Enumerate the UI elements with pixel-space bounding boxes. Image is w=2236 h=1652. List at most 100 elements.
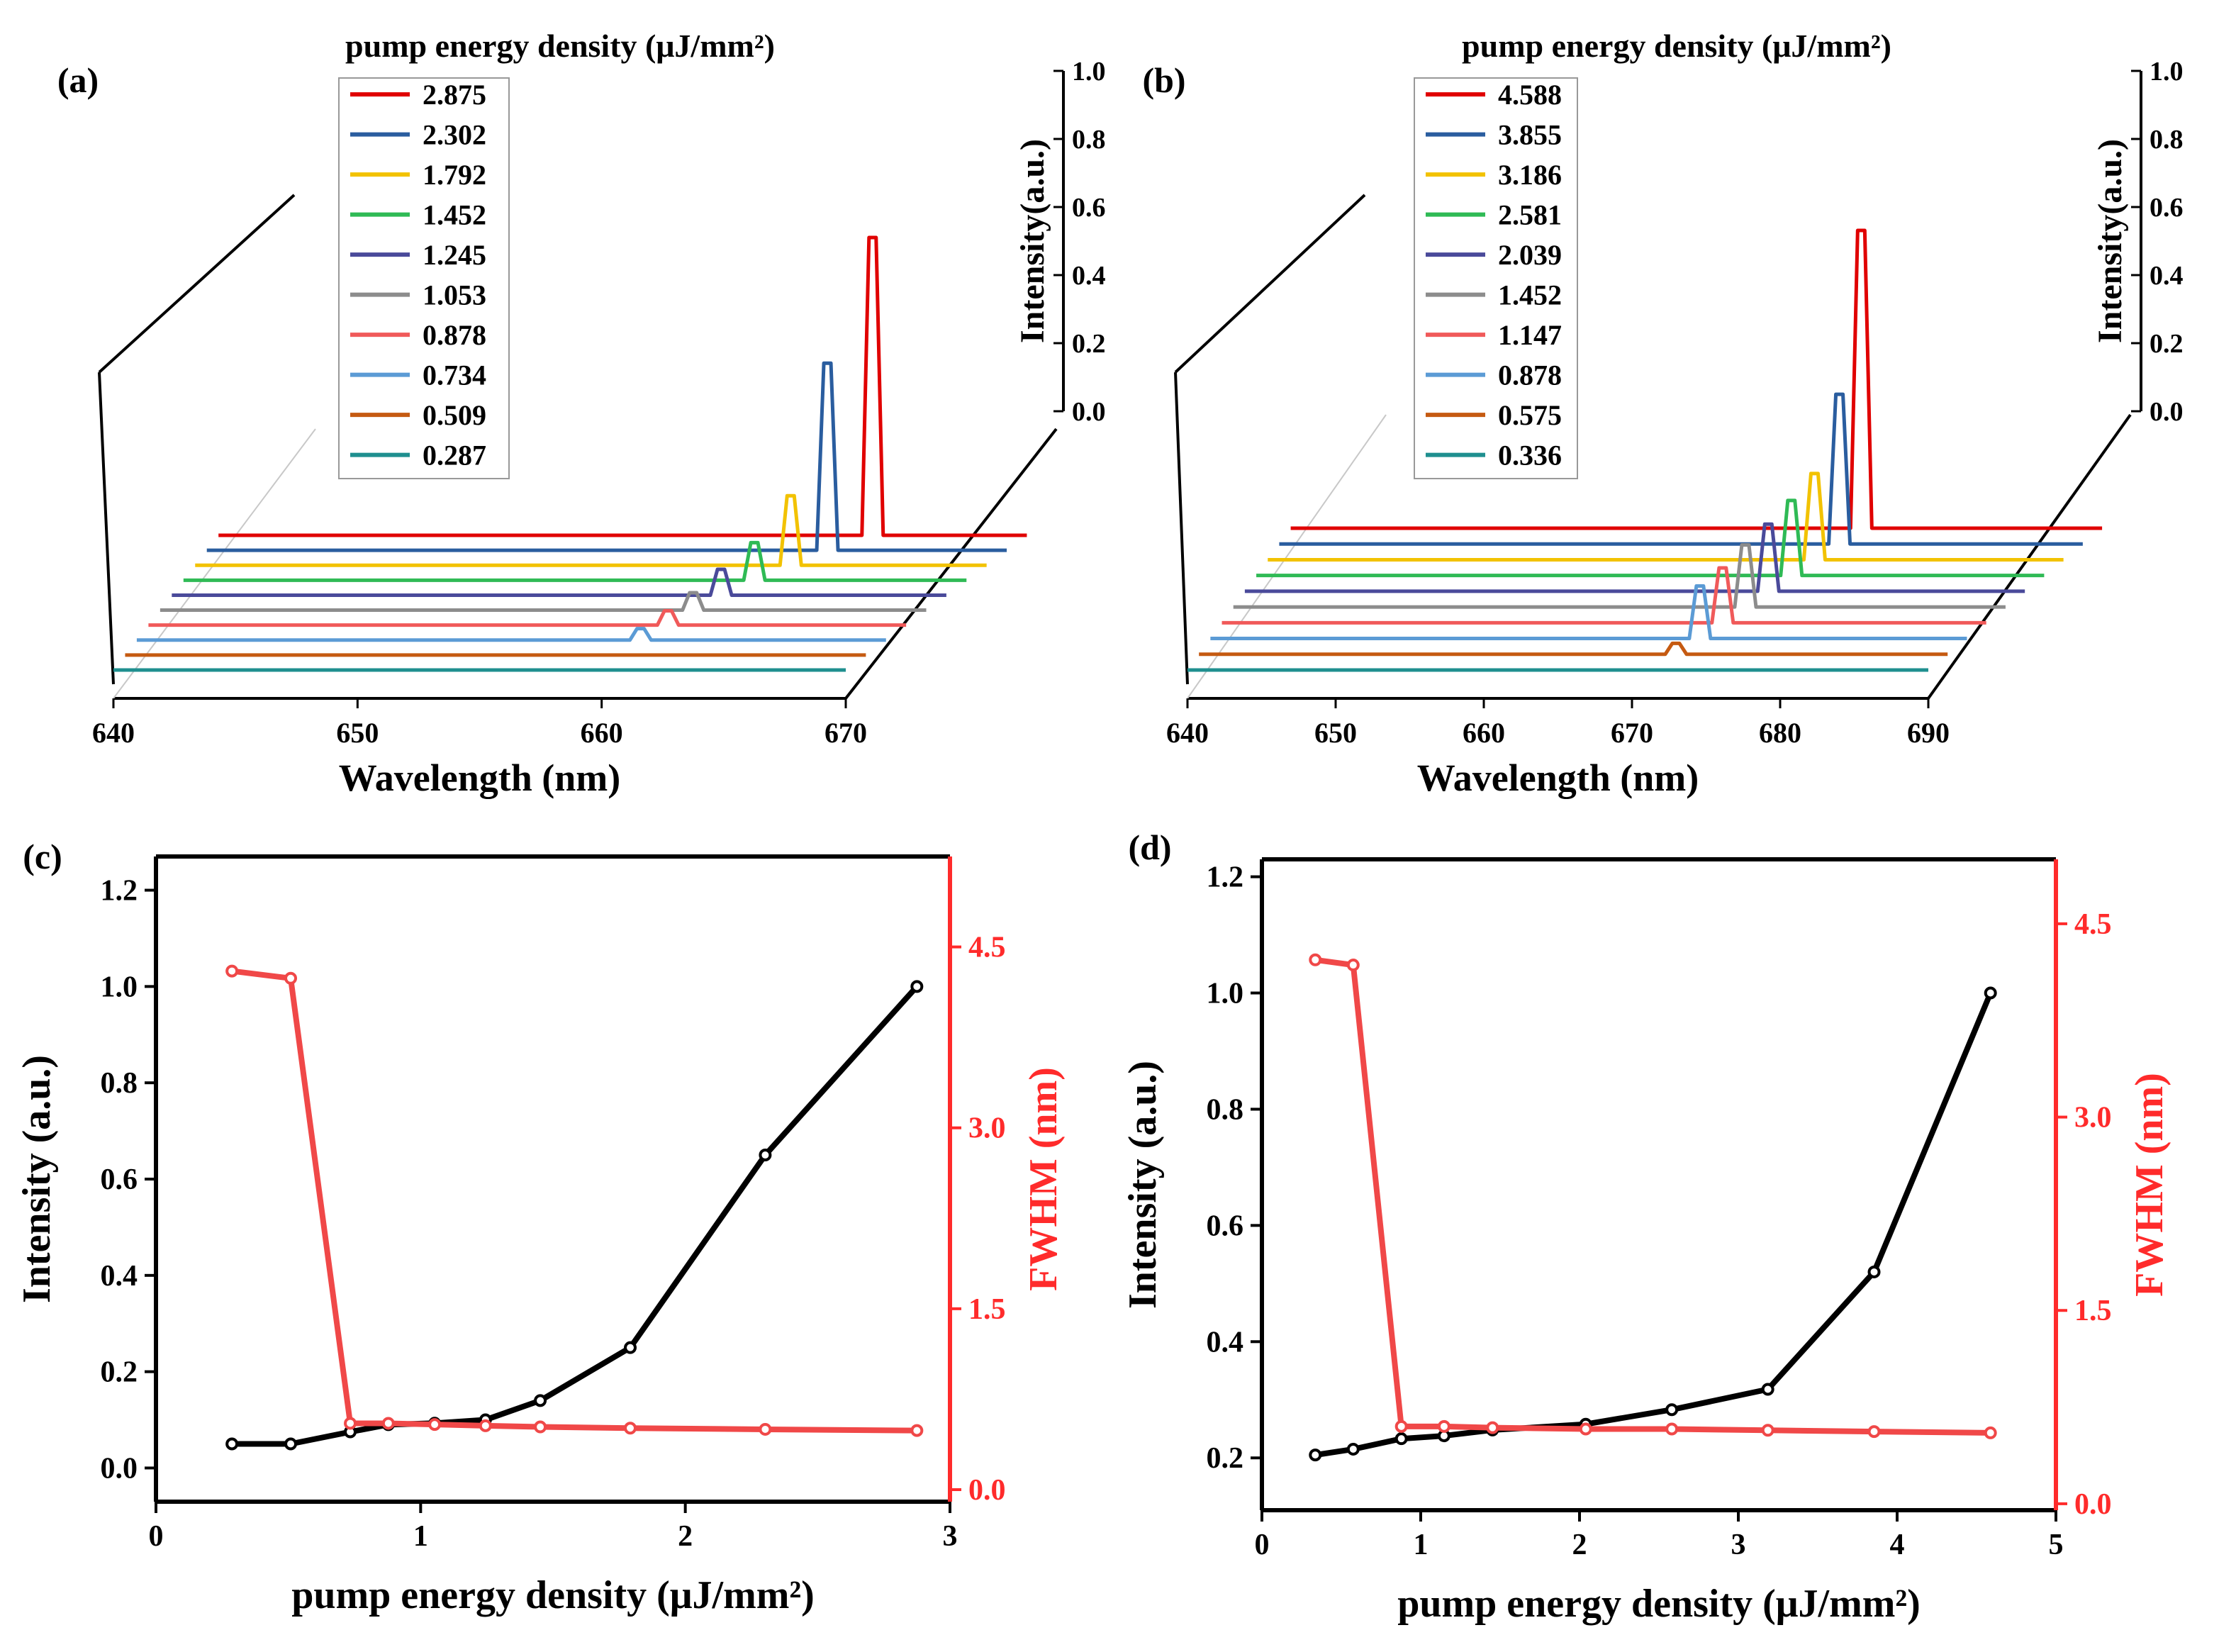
- y-tick-label: 1.2: [101, 875, 138, 908]
- x-tick-label: 670: [1611, 717, 1653, 749]
- spectrum-trace: [1279, 392, 2083, 546]
- intensity-point: [1309, 1449, 1322, 1462]
- fwhm-point: [534, 1420, 547, 1434]
- fwhm-series-line: [231, 968, 917, 1434]
- z-tick-label: 0.0: [1072, 397, 1106, 427]
- y-axis-label: Intensity (a.u.): [15, 1055, 59, 1303]
- z-tick-label: 1.0: [1072, 57, 1106, 86]
- box-left-edge: [1174, 372, 1189, 685]
- panel-letter: (c): [23, 837, 62, 876]
- intensity-point: [910, 980, 924, 993]
- legend-label: 2.039: [1498, 239, 1562, 271]
- y-tick-label: 0.0: [101, 1452, 138, 1485]
- panel-a: (a) 640 650 660 670 Wavelength (nm) 0.0 0.2 0.4 0…: [57, 28, 1106, 799]
- spectrum-trace: [1268, 471, 2064, 562]
- y-tick-label: 0.8: [101, 1067, 138, 1100]
- y2-tick-label: 1.5: [2074, 1295, 2112, 1327]
- y-tick-label: 0.8: [1207, 1093, 1244, 1126]
- fwhm-point: [284, 971, 298, 985]
- legend-label: 0.878: [1498, 359, 1562, 391]
- spectrum-trace: [183, 540, 967, 582]
- x-tick-label: 3: [943, 1520, 958, 1553]
- spectrum-trace: [160, 591, 927, 613]
- intensity-point: [1761, 1383, 1774, 1396]
- x-axis-label: Wavelength (nm): [1417, 757, 1699, 799]
- spectrum-trace: [1210, 584, 1967, 641]
- x-axis-label: Wavelength (nm): [339, 757, 621, 799]
- legend-label: 0.575: [1498, 399, 1562, 431]
- fwhm-point: [1761, 1424, 1774, 1437]
- spectrum-trace: [1222, 566, 1986, 625]
- spectrum-trace: [148, 609, 907, 627]
- fwhm-point: [479, 1419, 492, 1432]
- y-axis-label: Intensity (a.u.): [1121, 1061, 1165, 1309]
- box-top-left-diagonal: [1174, 194, 1366, 374]
- y-tick-label: 1.0: [101, 971, 138, 1003]
- z-tick-label: 0.6: [1072, 193, 1106, 223]
- intensity-point: [284, 1437, 298, 1451]
- x-tick-label: 1: [1414, 1529, 1429, 1561]
- legend-label: 1.245: [423, 239, 486, 271]
- y2-axis-label: FWHM (nm): [2128, 1073, 2171, 1297]
- intensity-point: [1394, 1432, 1408, 1446]
- spectrum-trace: [1244, 522, 2025, 593]
- fwhm-point: [428, 1418, 442, 1431]
- legend-label: 0.287: [423, 440, 486, 471]
- z-axis-label: Intensity(a.u.): [2091, 139, 2129, 343]
- legend-label: 1.053: [423, 279, 486, 311]
- spectrum-trace: [136, 627, 886, 642]
- spectrum-trace: [172, 567, 946, 597]
- fwhm-point: [1437, 1419, 1450, 1433]
- y2-tick-label: 3.0: [2074, 1102, 2112, 1134]
- fwhm-point: [1309, 953, 1322, 966]
- box-top-left-diagonal: [98, 194, 296, 374]
- z-tick-label: 0.8: [1072, 125, 1106, 155]
- z-tick-label: 0.2: [2150, 329, 2184, 359]
- legend-label: 3.186: [1498, 159, 1562, 191]
- z-tick-label: 0.6: [2150, 193, 2184, 223]
- intensity-point: [534, 1394, 547, 1407]
- fwhm-point: [910, 1424, 924, 1437]
- fwhm-point: [1346, 959, 1360, 972]
- fwhm-point: [344, 1417, 357, 1430]
- z-tick-label: 0.0: [2150, 397, 2184, 427]
- fwhm-point: [1579, 1422, 1592, 1436]
- x-tick-label: 640: [1166, 717, 1209, 749]
- y-tick-label: 0.2: [1207, 1442, 1244, 1475]
- intensity-point: [1984, 986, 1997, 1000]
- fwhm-point: [225, 964, 239, 978]
- x-tick-label: 670: [824, 717, 867, 749]
- legend-box: [338, 77, 510, 479]
- y-tick-label: 0.2: [101, 1356, 138, 1389]
- fwhm-point: [381, 1417, 395, 1430]
- x-tick-label: 660: [581, 717, 623, 749]
- fwhm-point: [759, 1422, 772, 1436]
- y-tick-label: 1.0: [1207, 978, 1244, 1010]
- z-axis-label: Intensity(a.u.): [1014, 139, 1051, 343]
- spectrum-trace: [1233, 543, 2006, 609]
- intensity-point: [624, 1341, 637, 1354]
- y2-tick-label: 1.5: [968, 1293, 1006, 1326]
- legend-label: 1.147: [1498, 319, 1562, 351]
- fwhm-point: [1665, 1422, 1679, 1436]
- legend-label: 2.581: [1498, 199, 1562, 231]
- legend-box: [1414, 77, 1578, 479]
- y-tick-label: 0.6: [101, 1163, 138, 1196]
- x-tick-label: 690: [1907, 717, 1950, 749]
- y-tick-label: 0.6: [1207, 1210, 1244, 1242]
- x-tick-label: 640: [92, 717, 135, 749]
- x-tick-label: 1: [413, 1520, 428, 1553]
- x-axis-label: pump energy density (μJ/mm²): [291, 1573, 815, 1617]
- y-tick-label: 0.4: [101, 1260, 138, 1293]
- x-tick-label: 650: [1314, 717, 1357, 749]
- legend-label: 2.875: [423, 79, 486, 111]
- x-tick-label: 5: [2049, 1529, 2064, 1561]
- y-tick-label: 0.4: [1207, 1326, 1244, 1358]
- x-tick-label: 3: [1731, 1529, 1746, 1561]
- x-tick-label: 0: [1255, 1529, 1270, 1561]
- fwhm-point: [624, 1422, 637, 1435]
- y2-tick-label: 4.5: [968, 932, 1006, 964]
- spectrum-trace: [1199, 641, 1948, 657]
